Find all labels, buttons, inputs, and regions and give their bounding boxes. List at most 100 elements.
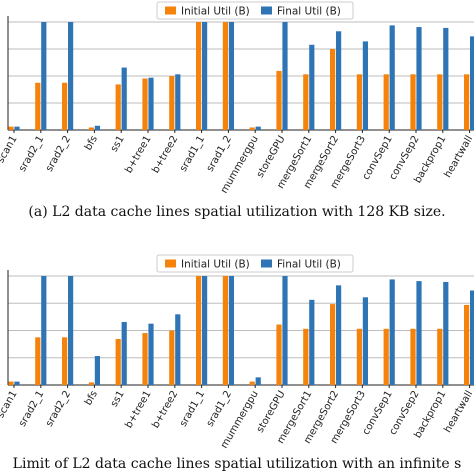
x-tick-label: scan1 <box>0 389 20 420</box>
legend-box <box>156 1 354 20</box>
bar-initial-b+tree1 <box>142 78 148 130</box>
x-tick-label: b+tree2 <box>150 389 180 430</box>
bar-initial-convSep2 <box>410 74 416 130</box>
bar-final-mergeSort1 <box>309 299 315 385</box>
bar-final-srad1_2 <box>228 22 234 130</box>
bar-final-b+tree2 <box>175 74 181 130</box>
x-tick-label: ss1 <box>109 389 127 409</box>
bar-initial-srad1_2 <box>222 22 228 130</box>
legend-label-final: Final Util (B) <box>277 6 341 18</box>
legend-label-final: Final Util (B) <box>277 259 341 271</box>
legend-box <box>156 254 354 273</box>
bar-final-convSep1 <box>389 279 395 385</box>
bar-final-srad1_1 <box>202 22 208 130</box>
bar-initial-mergeSort3 <box>356 328 362 385</box>
x-tick-label: srad1_1 <box>178 134 207 174</box>
bar-final-scan1 <box>14 126 20 130</box>
bar-initial-bfs <box>88 127 94 130</box>
bar-final-bfs <box>94 356 100 385</box>
bar-initial-mergeSort1 <box>303 74 309 130</box>
bar-final-mummergpu <box>255 126 261 130</box>
bar-final-mergeSort1 <box>309 44 315 130</box>
bar-initial-bfs <box>88 382 94 385</box>
bar-initial-scan1 <box>8 381 14 385</box>
bar-final-srad2_1 <box>41 22 47 130</box>
x-tick-label: b+tree1 <box>123 389 153 430</box>
bar-initial-ss1 <box>115 84 121 130</box>
x-tick-label: srad2_2 <box>44 134 73 174</box>
x-tick-label: ss1 <box>109 134 127 154</box>
bar-initial-backprop1 <box>437 74 443 130</box>
legend: Initial Util (B) Final Util (B) <box>156 254 354 273</box>
bar-final-convSep1 <box>389 25 395 130</box>
bar-final-heartwall <box>470 290 474 385</box>
x-tick-label: b+tree2 <box>150 134 180 175</box>
bar-final-heartwall <box>470 36 474 130</box>
bar-initial-srad2_2 <box>62 337 68 385</box>
bar-initial-backprop1 <box>437 328 443 385</box>
bar-final-srad2_2 <box>68 276 74 385</box>
bar-final-mergeSort2 <box>336 285 342 385</box>
bar-initial-mergeSort3 <box>356 74 362 130</box>
bar-final-storeGPU <box>282 276 288 385</box>
legend-swatch-final <box>261 259 272 268</box>
bar-final-srad2_2 <box>68 22 74 130</box>
bar-initial-srad1_2 <box>222 276 228 385</box>
bar-final-scan1 <box>14 381 20 385</box>
x-tick-label: srad1_2 <box>205 389 234 429</box>
x-tick-label: srad2_1 <box>17 134 46 174</box>
legend: Initial Util (B) Final Util (B) <box>156 1 354 20</box>
bar-initial-b+tree1 <box>142 333 148 385</box>
x-tick-label: b+tree1 <box>123 134 153 175</box>
bar-initial-convSep1 <box>383 328 389 385</box>
x-tick-label: srad1_2 <box>205 134 234 174</box>
legend-swatch-final <box>261 6 272 15</box>
bar-final-mergeSort2 <box>336 31 342 130</box>
bar-initial-heartwall <box>464 74 470 130</box>
bar-initial-mergeSort2 <box>330 49 336 130</box>
bar-initial-srad1_1 <box>196 22 202 130</box>
bar-final-backprop1 <box>443 27 449 130</box>
bar-initial-b+tree2 <box>169 76 175 130</box>
bar-initial-ss1 <box>115 339 121 385</box>
bar-initial-mummergpu <box>249 381 255 385</box>
x-tick-label: bfs <box>83 389 100 408</box>
bar-final-storeGPU <box>282 22 288 130</box>
bar-final-mummergpu <box>255 377 261 385</box>
bar-final-mergeSort3 <box>362 297 368 385</box>
bar-initial-mummergpu <box>249 127 255 130</box>
bar-initial-storeGPU <box>276 324 282 385</box>
bar-initial-convSep2 <box>410 328 416 385</box>
bar-final-ss1 <box>121 67 127 130</box>
x-tick-label: srad1_1 <box>178 389 207 429</box>
bar-final-b+tree1 <box>148 77 154 130</box>
figure-caption: (a) L2 data cache lines spatial utilizat… <box>28 204 445 220</box>
x-tick-label: srad2_1 <box>17 389 46 429</box>
legend-swatch-initial <box>165 6 176 15</box>
bar-initial-mergeSort1 <box>303 328 309 385</box>
legend-label-initial: Initial Util (B) <box>181 6 250 18</box>
bar-final-bfs <box>94 125 100 130</box>
x-tick-label: scan1 <box>0 134 20 165</box>
bar-final-srad2_1 <box>41 276 47 385</box>
bar-initial-b+tree2 <box>169 330 175 385</box>
bar-final-convSep2 <box>416 27 422 130</box>
bar-initial-srad2_2 <box>62 82 68 130</box>
bar-final-b+tree1 <box>148 323 154 385</box>
legend-label-initial: Initial Util (B) <box>181 259 250 271</box>
bar-initial-storeGPU <box>276 70 282 130</box>
x-tick-label: bfs <box>83 134 100 153</box>
x-tick-label: srad2_2 <box>44 389 73 429</box>
bar-initial-srad2_1 <box>35 337 41 385</box>
bar-final-srad1_1 <box>202 276 208 385</box>
bar-initial-convSep1 <box>383 74 389 130</box>
bar-final-b+tree2 <box>175 314 181 385</box>
bar-initial-srad2_1 <box>35 82 41 130</box>
bar-initial-heartwall <box>464 304 470 385</box>
bar-final-mergeSort3 <box>362 41 368 130</box>
bar-final-ss1 <box>121 321 127 385</box>
legend-swatch-initial <box>165 259 176 268</box>
